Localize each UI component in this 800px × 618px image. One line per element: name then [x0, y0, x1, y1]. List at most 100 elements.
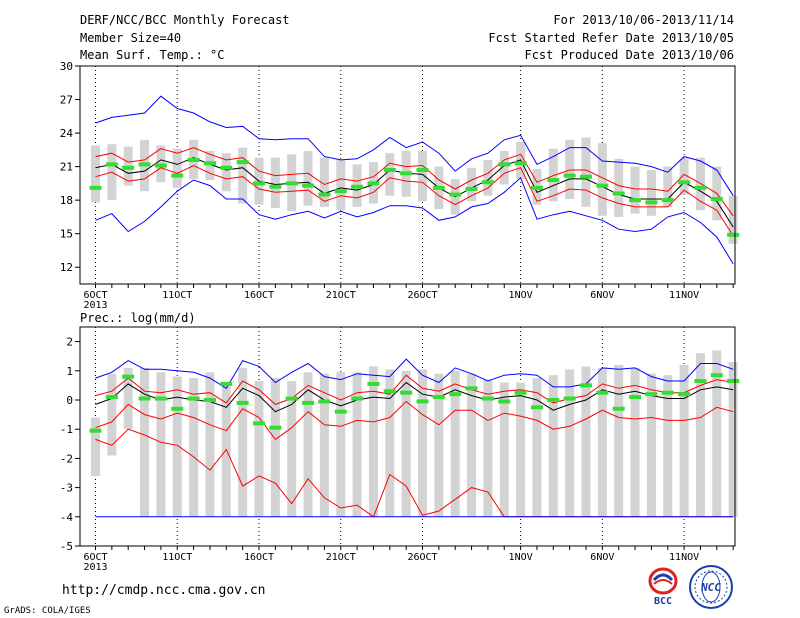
x-tick-label: 6NOV: [590, 552, 614, 563]
spread-box: [205, 372, 215, 517]
obs-marker: [465, 186, 478, 191]
obs-marker: [629, 198, 642, 203]
obs-marker: [269, 425, 282, 430]
x-tick-label: 11NOV: [669, 290, 699, 301]
obs-marker: [138, 162, 151, 167]
x-tick-label: 6NOV: [590, 290, 614, 301]
spread-box: [336, 159, 346, 211]
spread-box: [107, 373, 117, 456]
obs-marker: [89, 428, 102, 433]
plot-frame: [79, 326, 736, 547]
y-tick-label: 0: [66, 394, 73, 407]
spread-box: [254, 381, 264, 517]
obs-marker: [580, 174, 592, 179]
x-tick-label: 26OCT: [407, 290, 437, 301]
obs-marker: [498, 399, 511, 404]
spread-box: [238, 367, 248, 517]
obs-marker: [694, 185, 707, 190]
obs-marker: [89, 185, 102, 190]
spread-box: [712, 350, 722, 517]
obs-marker: [220, 165, 233, 170]
spread-box: [91, 417, 100, 476]
spread-box: [646, 373, 656, 517]
obs-marker: [383, 167, 396, 172]
spread-box: [401, 370, 411, 517]
obs-marker: [302, 183, 315, 188]
x-tick-label: 1NOV: [509, 290, 533, 301]
obs-marker: [481, 180, 494, 185]
spread-box: [303, 372, 313, 517]
spread-box: [270, 378, 280, 517]
obs-marker: [203, 161, 216, 166]
obs-marker: [694, 379, 707, 384]
obs-marker: [629, 395, 642, 400]
spread-box: [679, 364, 689, 517]
obs-marker: [465, 386, 478, 391]
x-tick-label: 16OCT: [244, 290, 274, 301]
obs-marker: [514, 161, 527, 166]
obs-marker: [547, 178, 560, 183]
obs-marker: [530, 185, 543, 190]
spread-box: [450, 370, 460, 517]
spread-box: [728, 195, 738, 244]
y-tick-label: 2: [66, 336, 73, 349]
spread-box: [336, 372, 346, 517]
grads-credit: GrADS: COLA/IGES: [4, 606, 91, 616]
obs-marker: [432, 395, 445, 400]
spread-box: [614, 364, 624, 517]
obs-marker: [596, 390, 609, 395]
y-tick-label: -3: [60, 482, 73, 495]
y-tick-label: 24: [60, 127, 74, 140]
y-tick-label: 18: [60, 194, 73, 207]
obs-marker: [710, 197, 723, 202]
obs-marker: [498, 162, 511, 167]
obs-marker: [449, 192, 462, 197]
obs-marker: [416, 167, 429, 172]
source-url: http://cmdp.ncc.cma.gov.cn: [62, 583, 266, 598]
series-line-mean: [95, 381, 734, 413]
x-tick-label: 11OCT: [162, 290, 192, 301]
y-tick-label: 15: [60, 228, 73, 241]
series-line-min: [95, 176, 734, 265]
obs-marker: [416, 399, 429, 404]
spread-box: [467, 373, 477, 517]
chart-title: DERF/NCC/BCC Monthly Forecast: [80, 13, 290, 27]
obs-marker: [203, 398, 216, 402]
obs-marker: [580, 383, 592, 388]
spread-box: [172, 376, 182, 517]
obs-marker: [236, 400, 249, 405]
bcc-logo-text: BCC: [654, 596, 672, 606]
spread-box: [467, 167, 477, 202]
spread-box: [418, 369, 427, 517]
forecast-started-date: Fcst Started Refer Date 2013/10/05: [488, 31, 734, 45]
spread-box: [172, 148, 182, 188]
obs-marker: [563, 396, 576, 401]
spread-box: [565, 369, 575, 517]
obs-marker: [547, 398, 560, 402]
obs-marker: [661, 390, 674, 395]
spread-box: [499, 150, 509, 185]
obs-marker: [334, 189, 347, 194]
obs-marker: [187, 157, 200, 162]
x-tick-label: 16OCT: [244, 552, 274, 563]
spread-box: [221, 153, 231, 192]
obs-marker: [171, 406, 184, 411]
spread-box: [483, 379, 493, 517]
forecast-period: For 2013/10/06-2013/11/14: [553, 13, 734, 27]
series-line-p15: [95, 400, 734, 441]
obs-marker: [727, 232, 740, 237]
obs-marker: [351, 184, 364, 189]
spread-box: [581, 366, 591, 517]
spread-box: [368, 366, 378, 517]
obs-marker: [367, 381, 380, 386]
obs-marker: [236, 160, 249, 165]
obs-marker: [302, 400, 315, 405]
obs-marker: [383, 389, 396, 394]
precip-panel-title: Prec.: log(mm/d): [80, 311, 196, 325]
spread-box: [695, 353, 705, 517]
y-tick-label: 21: [60, 161, 73, 174]
obs-marker: [530, 405, 543, 410]
spread-box: [189, 378, 199, 517]
spread-box: [270, 157, 280, 208]
